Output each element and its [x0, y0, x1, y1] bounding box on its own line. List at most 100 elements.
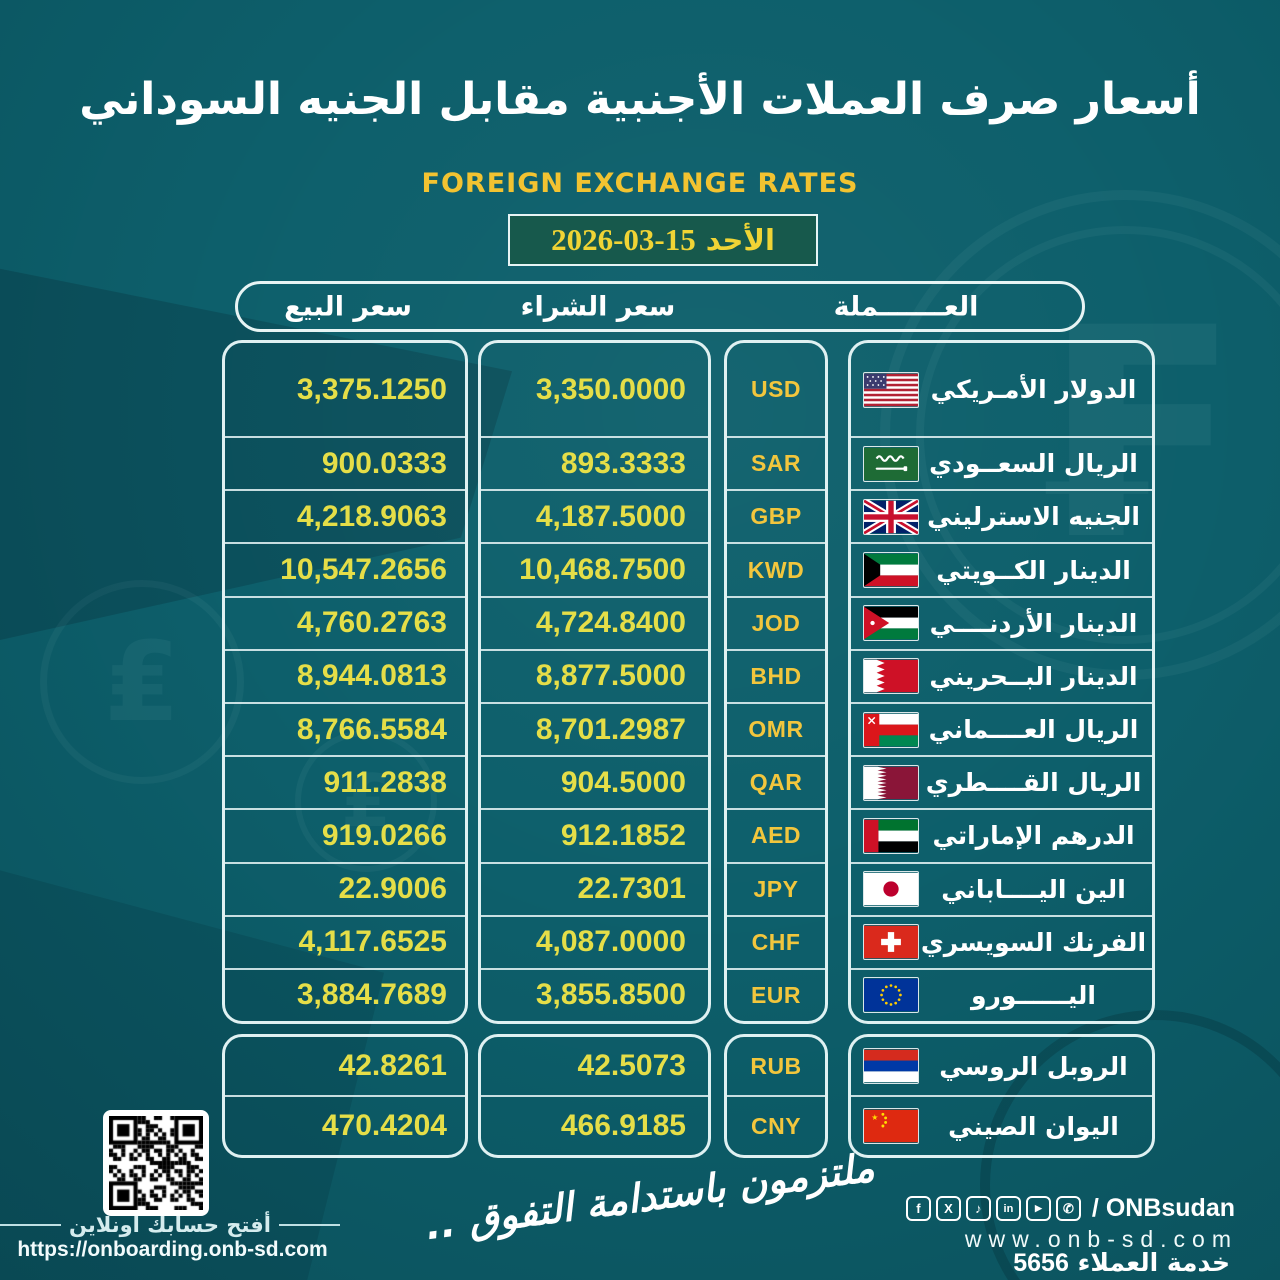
open-account-row: أفتح حسابك اونلاين [0, 1213, 341, 1237]
sell-cell-jod: 4,760.2763 [225, 595, 465, 649]
flag-cny-icon [863, 1108, 919, 1144]
sell-cell-kwd: 10,547.2656 [225, 542, 465, 595]
code-cell-chf: CHF [727, 914, 825, 968]
sell-price-column: 3,375.1250 900.0333 4,218.9063 10,547.2656 4… [222, 340, 468, 1024]
currency-name: الدولار الأمـريكي [930, 375, 1137, 405]
currency-code-column-extra: RUB CNY [724, 1034, 828, 1158]
youtube-icon[interactable]: ▶ [1025, 1196, 1051, 1221]
currency-name: الفرنك السويسري [920, 927, 1147, 957]
currency-column-header: العـــــــملة [833, 291, 979, 322]
code-cell-gbp: GBP [727, 489, 825, 542]
code-cell-jod: JOD [727, 595, 825, 649]
currency-name: الين اليــــاباني [941, 874, 1126, 904]
sell-cell-gbp: 4,218.9063 [225, 489, 465, 542]
social-icons-row: f X ♪ in ▶ ✆ / ONBsudan [905, 1194, 1235, 1223]
open-account-label: أفتح حسابك اونلاين [69, 1213, 271, 1237]
buy-cell-omr: 8,701.2987 [481, 701, 708, 755]
date-value: 2026-03-15 [551, 222, 696, 257]
currency-name: الريال السعــودي [929, 449, 1138, 479]
x-icon[interactable]: X [935, 1196, 961, 1221]
currency-name: الدينار البــحريني [929, 661, 1138, 691]
currency-name: الدينار الأردنــــي [929, 608, 1138, 638]
buy-price-column-extra: 42.5073 466.9185 [478, 1034, 711, 1158]
buy-cell-rub: 42.5073 [577, 1049, 686, 1082]
facebook-icon[interactable]: f [905, 1196, 931, 1221]
tiktok-icon[interactable]: ♪ [965, 1196, 991, 1221]
currency-name: الريال القــــطري [925, 768, 1142, 798]
social-handle: / ONBsudan [1091, 1194, 1235, 1222]
customer-service-label: خدمة العملاء [1077, 1248, 1230, 1277]
currency-name: الروبل الروسي [939, 1051, 1128, 1081]
code-cell-rub: RUB [750, 1052, 802, 1079]
sell-cell-rub: 42.8261 [338, 1049, 447, 1082]
date-box: الأحد 2026-03-15 [508, 214, 818, 266]
buy-cell-jod: 4,724.8400 [481, 595, 708, 649]
currency-name-cell-omr: الريال العــــماني [851, 701, 1152, 755]
whatsapp-icon[interactable]: ✆ [1055, 1196, 1081, 1221]
currency-name-cell-aed: الدرهم الإماراتي [851, 808, 1152, 861]
code-cell-cny: CNY [727, 1095, 825, 1155]
sell-column-header: سعر البيع [284, 291, 412, 322]
page-subtitle: FOREIGN EXCHANGE RATES [421, 168, 859, 199]
currency-name-cell-kwd: الدينار الكــويتي [851, 542, 1152, 595]
currency-name: اليوان الصيني [948, 1111, 1119, 1141]
buy-cell-aed: 912.1852 [481, 808, 708, 861]
sell-cell-sar: 900.0333 [225, 436, 465, 489]
buy-cell-qar: 904.5000 [481, 755, 708, 808]
buy-cell-gbp: 4,187.5000 [481, 489, 708, 542]
code-cell-sar: SAR [727, 436, 825, 489]
currency-name-column: الدولار الأمـريكي الريال السعــودي الجنيه … [848, 340, 1155, 1024]
flag-jpy-icon [863, 871, 919, 908]
sell-cell-aed: 919.0266 [225, 808, 465, 861]
pound-coin-watermark-icon: ₤ [40, 580, 244, 784]
code-cell-usd: USD [750, 376, 802, 403]
sell-cell-omr: 8,766.5584 [225, 701, 465, 755]
buy-cell-sar: 893.3333 [481, 436, 708, 489]
currency-name: الريال العــــماني [928, 715, 1139, 745]
slogan-calligraphy: ملتزمون باستدامة التفوق .. [422, 1145, 878, 1250]
sell-cell-chf: 4,117.6525 [225, 914, 465, 968]
divider-line [279, 1224, 341, 1226]
buy-column-header: سعر الشراء [520, 291, 676, 322]
divider-line [0, 1224, 62, 1226]
currency-name: الدرهم الإماراتي [932, 821, 1135, 851]
sell-cell-cny: 470.4204 [225, 1095, 465, 1155]
flag-kwd-icon [863, 552, 919, 589]
currency-name-cell-cny: اليوان الصيني [851, 1095, 1152, 1155]
currency-name-cell-eur: اليــــــورو [851, 967, 1152, 1021]
flag-aed-icon [863, 817, 919, 854]
currency-name-cell-qar: الريال القــــطري [851, 755, 1152, 808]
code-cell-omr: OMR [727, 701, 825, 755]
qr-code-canvas [109, 1116, 203, 1210]
table-header: سعر البيع سعر الشراء العـــــــملة [235, 281, 1085, 332]
sell-price-column-extra: 42.8261 470.4204 [222, 1034, 468, 1158]
flag-usd-icon [863, 371, 919, 408]
flag-chf-icon [863, 924, 919, 961]
currency-name-cell-chf: الفرنك السويسري [851, 914, 1152, 968]
sell-cell-eur: 3,884.7689 [225, 967, 465, 1021]
currency-name-cell-gbp: الجنيه الاسترليني [851, 489, 1152, 542]
buy-cell-bhd: 8,877.5000 [481, 648, 708, 702]
code-cell-bhd: BHD [727, 648, 825, 702]
flag-bhd-icon [863, 658, 919, 695]
customer-service: خدمة العملاء 5656 [1013, 1248, 1230, 1278]
sell-cell-jpy: 22.9006 [225, 861, 465, 915]
currency-name-cell-rub: الروبل الروسي [851, 1037, 1152, 1095]
buy-price-column: 3,350.0000 893.3333 4,187.5000 10,468.7500 4… [478, 340, 711, 1024]
onboarding-url[interactable]: https://onboarding.onb-sd.com [17, 1238, 328, 1261]
buy-cell-eur: 3,855.8500 [481, 967, 708, 1021]
flag-jod-icon [863, 605, 919, 642]
buy-cell-usd: 3,350.0000 [535, 372, 686, 406]
customer-service-number: 5656 [1013, 1249, 1069, 1277]
code-cell-jpy: JPY [727, 861, 825, 915]
buy-cell-jpy: 22.7301 [481, 861, 708, 915]
buy-cell-cny: 466.9185 [481, 1095, 708, 1155]
buy-cell-kwd: 10,468.7500 [481, 542, 708, 595]
website-url[interactable]: www.onb-sd.com [964, 1226, 1238, 1252]
currency-name-column-extra: الروبل الروسي اليوان الصيني [848, 1034, 1155, 1158]
linkedin-icon[interactable]: in [995, 1196, 1021, 1221]
currency-name-cell-usd: الدولار الأمـريكي [851, 343, 1152, 436]
qr-code[interactable] [103, 1110, 209, 1216]
buy-cell-chf: 4,087.0000 [481, 914, 708, 968]
